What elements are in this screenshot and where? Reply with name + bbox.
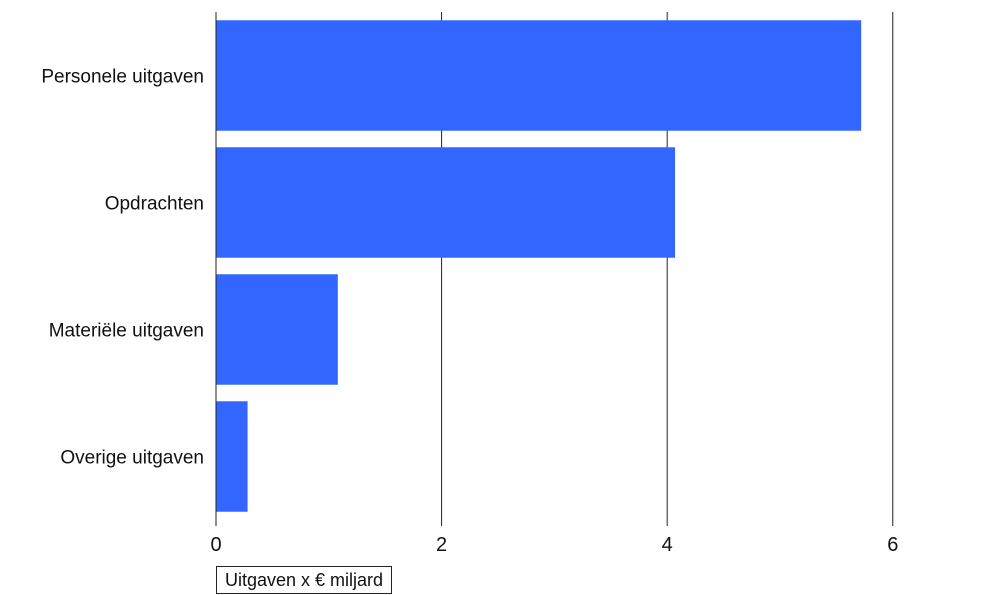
category-label-0: Personele uitgaven (41, 67, 204, 88)
x-tick-label-0: 0 (210, 534, 221, 556)
x-tick-label-3: 6 (887, 534, 898, 556)
bar-0 (216, 20, 862, 131)
x-axis-label: Uitgaven x € miljard (216, 566, 393, 594)
bar-1 (216, 147, 676, 258)
bar-3 (216, 401, 248, 512)
bar-2 (216, 274, 338, 385)
category-label-2: Materiële uitgaven (49, 321, 204, 342)
x-tick-label-1: 2 (436, 534, 447, 556)
category-label-3: Overige uitgaven (60, 448, 204, 469)
category-label-1: Opdrachten (105, 194, 204, 215)
x-tick-label-2: 4 (662, 534, 673, 556)
bar-chart: Personele uitgaven Opdrachten Materiële ui… (41, 12, 898, 556)
